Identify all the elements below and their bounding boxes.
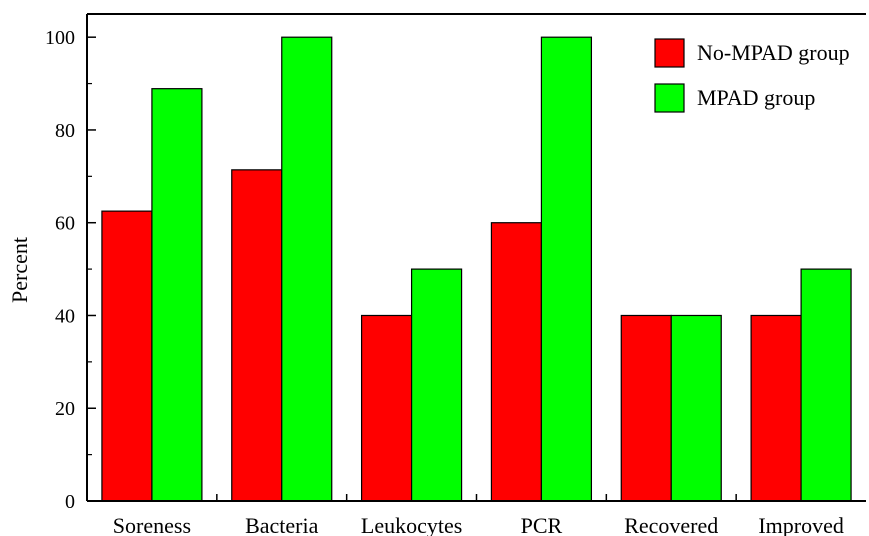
x-tick-label: Improved — [758, 513, 844, 536]
x-tick-label: Leukocytes — [361, 513, 462, 536]
bar-leukocytes-no-mpad — [360, 314, 413, 502]
y-tick-label: 40 — [55, 305, 75, 327]
legend-swatch-mpad — [654, 83, 685, 113]
x-tick-label: PCR — [521, 513, 563, 536]
legend-swatch-no-mpad — [654, 38, 685, 68]
bar-leukocytes-mpad — [410, 268, 463, 502]
bar-recovered-mpad — [670, 314, 722, 502]
legend: No-MPAD group MPAD group — [654, 38, 850, 113]
bar-soreness-no-mpad — [101, 210, 153, 502]
bar-recovered-no-mpad — [620, 314, 672, 502]
x-tick-label: Soreness — [113, 513, 191, 536]
bar-bacteria-mpad — [281, 36, 333, 502]
legend-label: MPAD group — [697, 85, 815, 110]
y-tick-label: 80 — [55, 120, 75, 142]
legend-label: No-MPAD group — [697, 40, 850, 65]
y-tick-label: 100 — [45, 27, 75, 49]
y-tick-label: 60 — [55, 213, 75, 235]
axis-labels: Soreness Bacteria Leukocytes PCR Recovered Im… — [45, 27, 844, 536]
bar-bacteria-no-mpad — [231, 169, 283, 502]
bars — [101, 36, 852, 502]
bar-improved-no-mpad — [750, 314, 802, 502]
y-tick-label: 0 — [65, 491, 75, 513]
x-tick-label: Recovered — [624, 513, 718, 536]
y-tick-label: 20 — [55, 398, 75, 420]
axis-ticks — [87, 36, 737, 502]
bar-soreness-mpad — [151, 88, 203, 502]
bar-pcr-no-mpad — [490, 222, 543, 502]
bar-pcr-mpad — [540, 36, 593, 502]
bar-improved-mpad — [800, 268, 852, 502]
x-tick-label: Bacteria — [245, 513, 319, 536]
y-axis-title: Percent — [7, 237, 32, 303]
